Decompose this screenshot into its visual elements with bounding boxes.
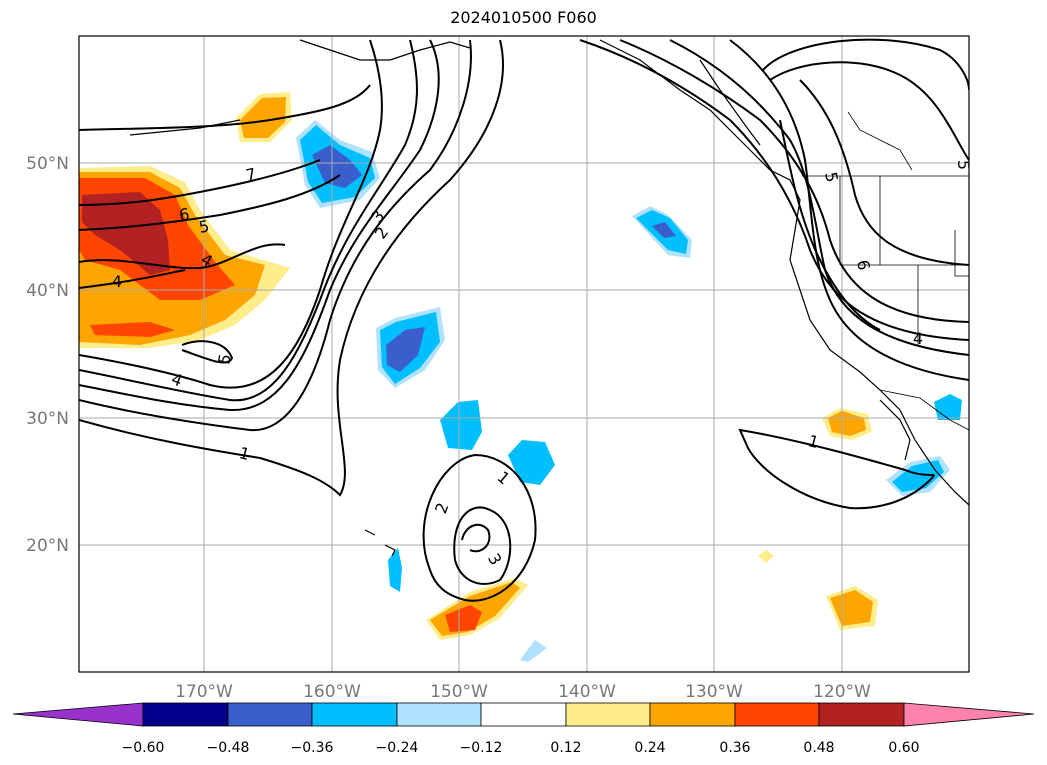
contour-label: 4 xyxy=(169,369,185,390)
contour-label: 6 xyxy=(178,204,191,224)
colorbar-tick-label: 0.60 xyxy=(888,740,919,756)
colorbar-bin xyxy=(480,702,567,727)
lon-label: 140°W xyxy=(558,682,616,702)
colorbar-bin xyxy=(649,702,736,727)
lat-label: 50°N xyxy=(26,154,69,174)
colorbar-tick-label: −0.48 xyxy=(207,740,250,756)
latitude-labels: 50°N 40°N 30°N 20°N xyxy=(26,154,69,556)
contour-label: 5 xyxy=(214,352,234,365)
colorbar-bin xyxy=(396,702,482,727)
colorbar-tick-label: 0.36 xyxy=(719,740,750,756)
contour-label: 1 xyxy=(237,443,252,464)
contour-label: 7 xyxy=(244,164,258,185)
contour-label: 5 xyxy=(197,216,210,236)
lon-label: 130°W xyxy=(685,682,743,702)
colorbar-bin xyxy=(227,702,313,727)
colorbar-tick-label: −0.36 xyxy=(291,740,334,756)
negative-anomaly-30n xyxy=(440,400,482,450)
lon-label: 160°W xyxy=(303,682,361,702)
colorbar-bin xyxy=(818,702,905,727)
borders xyxy=(802,111,969,431)
longitude-labels: 170°W 160°W 150°W 140°W 130°W 120°W xyxy=(175,682,871,702)
map-title: 2024010500 F060 xyxy=(450,8,597,27)
contour-label: 5 xyxy=(954,160,973,170)
lat-label: 30°N xyxy=(26,409,69,429)
contour-label: 4 xyxy=(112,272,122,291)
contour-label: 3 xyxy=(484,550,506,568)
contour-label: 5 xyxy=(821,170,841,183)
negative-anomaly-hawaii xyxy=(388,548,402,592)
colorbar-under-arrow xyxy=(12,702,144,727)
lon-label: 120°W xyxy=(813,682,871,702)
colorbar-tick-label: −0.60 xyxy=(122,740,165,756)
contour-label: 2 xyxy=(431,500,452,516)
colorbar-bin xyxy=(142,702,229,727)
colorbar-tick-label: 0.24 xyxy=(634,740,665,756)
shaded-anomalies xyxy=(79,92,962,662)
contour-label: 4 xyxy=(913,329,923,348)
colorbar-bin xyxy=(565,702,651,727)
map-frame xyxy=(78,35,970,673)
contour-label: 1 xyxy=(494,467,514,488)
colorbar-tick-label: −0.24 xyxy=(376,740,419,756)
lon-label: 170°W xyxy=(175,682,233,702)
colorbar-tick-label: 0.48 xyxy=(803,740,834,756)
lat-label: 20°N xyxy=(26,536,69,556)
lon-label: 150°W xyxy=(430,682,488,702)
contour-label: 6 xyxy=(853,258,873,271)
colorbar-over-arrow xyxy=(903,702,1035,727)
colorbar-bin xyxy=(734,702,820,727)
colorbar-tick-label: 0.12 xyxy=(550,740,581,756)
colorbar-ticks: −0.60 −0.48 −0.36 −0.24 −0.12 0.12 0.24 … xyxy=(122,740,920,756)
negative-anomaly-27n xyxy=(508,440,555,485)
positive-anomaly-west-peak xyxy=(82,192,170,275)
colorbar xyxy=(12,702,1035,727)
lat-label: 40°N xyxy=(26,281,69,301)
contour-label: 1 xyxy=(806,431,821,452)
colorbar-tick-label: −0.12 xyxy=(460,740,503,756)
height-contours xyxy=(79,38,969,602)
colorbar-bin xyxy=(311,702,398,727)
graticule xyxy=(79,36,969,672)
